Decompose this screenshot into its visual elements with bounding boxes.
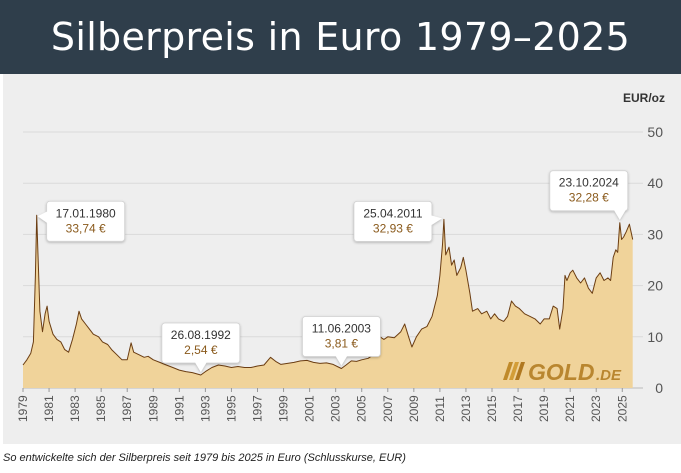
y-tick-label: 10: [647, 329, 663, 345]
x-tick-label: 1985: [94, 395, 108, 422]
annotation-value: 33,74 €: [66, 221, 106, 235]
x-tick-label: 2011: [433, 396, 447, 422]
x-tick-label: 1991: [172, 395, 186, 422]
title-bar: Silberpreis in Euro 1979–2025: [0, 0, 681, 74]
annotation-value: 32,93 €: [373, 221, 413, 235]
axes: EUR/oz 0 10 20 30 40 50 1979 1981 1983 1985 1987 19…: [16, 91, 665, 422]
annotation-date: 11.06.2003: [312, 321, 371, 335]
gold-bars-logo-icon: [503, 362, 525, 380]
y-axis-unit-label: EUR/oz: [623, 91, 665, 105]
x-tick-label: 2001: [303, 395, 317, 422]
y-tick-label: 40: [647, 175, 663, 191]
x-tick-label: 1995: [224, 395, 238, 422]
annotation-date: 23.10.2024: [559, 176, 619, 190]
y-tick-label: 0: [655, 380, 663, 396]
x-tick-label: 2005: [355, 395, 369, 422]
x-tick-label: 2007: [381, 395, 395, 422]
x-tick-label: 2025: [615, 395, 629, 422]
x-tick-label: 2013: [459, 395, 473, 422]
logo-suffix: .DE: [596, 367, 622, 384]
x-tick-label: 2023: [589, 395, 603, 422]
x-tick-label: 2009: [407, 395, 421, 422]
x-tick-label: 2017: [511, 395, 525, 422]
x-tick-label: 1979: [16, 395, 30, 422]
x-tick-label: 2003: [329, 395, 343, 422]
x-tick-label: 2015: [485, 395, 499, 422]
annotation-value: 2,54 €: [184, 343, 218, 357]
silver-price-chart: EUR/oz 0 10 20 30 40 50 1979 1981 1983 1985 1987 19…: [16, 91, 665, 422]
chart-caption: So entwickelte sich der Silberpreis seit…: [3, 452, 406, 464]
chart-title: Silberpreis in Euro 1979–2025: [50, 15, 631, 59]
x-tick-label: 1987: [120, 395, 134, 422]
price-area-fill: [23, 215, 633, 388]
y-tick-label: 30: [647, 226, 663, 242]
annotation-date: 17.01.1980: [56, 206, 116, 220]
x-tick-label: 1983: [68, 395, 82, 422]
x-tick-label: 2021: [563, 395, 577, 422]
x-tick-label: 1989: [146, 395, 160, 422]
x-tick-label: 1997: [250, 395, 264, 422]
y-tick-label: 20: [647, 278, 663, 294]
x-tick-label: 1981: [42, 395, 56, 422]
annotation-date: 26.08.1992: [171, 328, 231, 342]
y-tick-label: 50: [647, 124, 663, 140]
gold-de-logo: GOLD .DE: [503, 359, 622, 385]
annotation-date: 25.04.2011: [363, 206, 422, 220]
logo-text: GOLD: [528, 359, 594, 385]
annotation-value: 32,28 €: [569, 191, 609, 205]
x-tick-label: 2019: [537, 395, 551, 422]
x-tick-label: 1999: [277, 395, 291, 422]
annotation-value: 3,81 €: [325, 336, 359, 350]
x-tick-label: 1993: [198, 395, 212, 422]
chart-panel: EUR/oz 0 10 20 30 40 50 1979 1981 1983 1985 1987 19…: [3, 74, 681, 444]
